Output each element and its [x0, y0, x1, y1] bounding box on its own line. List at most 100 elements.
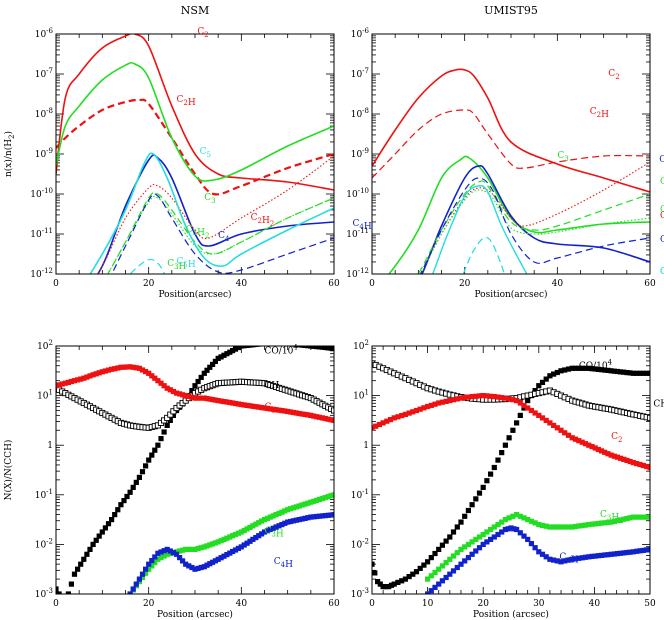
series-marker-c4h	[469, 551, 475, 557]
series-marker-c4h	[158, 549, 164, 555]
series-marker-c2	[480, 393, 486, 399]
series-marker-co-10-4	[605, 367, 611, 373]
y-tick-label: 10-9	[351, 147, 369, 160]
series-marker-c2	[510, 397, 516, 403]
series-marker-c2	[611, 453, 617, 459]
series-marker-c4h	[244, 540, 250, 546]
series-marker-c2	[499, 395, 505, 401]
series-marker-c2	[436, 400, 442, 406]
series-marker-c3h2	[473, 536, 479, 542]
x-tick-label: 40	[236, 599, 248, 609]
series-marker-co-10-4	[311, 346, 317, 349]
series-marker-co-10-4	[152, 447, 158, 453]
series-marker-co-10-4	[99, 529, 105, 535]
series-marker-c2	[59, 381, 65, 387]
series-marker-co-10-4	[158, 436, 164, 442]
series-marker-c4h	[136, 576, 142, 582]
series-marker-c2	[554, 425, 560, 431]
series-marker-co-10-4	[285, 346, 291, 347]
series-marker-c2	[605, 451, 611, 457]
series-marker-c4h	[293, 517, 299, 523]
series-marker-c3h2	[514, 512, 520, 518]
series-marker-c2	[210, 397, 216, 403]
series-marker-co-10-4	[608, 368, 614, 374]
series-marker-co-10-4	[328, 346, 334, 351]
series-marker-c3h2	[465, 541, 471, 547]
series-marker-c2	[247, 403, 253, 409]
series-marker-co-10-4	[447, 534, 453, 540]
series-marker-c3h2	[425, 576, 431, 582]
series-label: C4H	[274, 557, 293, 570]
series-marker-co-10-4	[598, 367, 605, 373]
y-tick-label: 101	[37, 389, 53, 402]
y-tick-label: 10-1	[35, 488, 53, 501]
series-marker-co-10-4	[621, 369, 627, 375]
series-marker-c3h2	[495, 522, 501, 528]
series-marker-c4h	[598, 552, 605, 558]
series-marker-co-10-4	[388, 582, 395, 588]
series-marker-c3h	[207, 542, 213, 548]
series-marker-c4h	[547, 556, 553, 562]
series-label: C3H2	[600, 510, 624, 525]
series-marker-c2	[495, 394, 501, 400]
series-marker-co-10-4	[372, 561, 375, 567]
series-marker-c4h	[511, 526, 517, 532]
y-tick-label: 10-6	[351, 27, 370, 40]
series-marker-c2	[90, 372, 96, 378]
series-marker-c4h	[235, 545, 241, 551]
series-label: C2	[265, 402, 276, 414]
panel-title: UMIST95	[484, 4, 538, 17]
series-marker-c2	[279, 408, 285, 414]
series-marker-c2	[425, 403, 431, 410]
series-marker-co-10-4	[81, 556, 87, 562]
series-marker-co-10-4	[238, 346, 244, 349]
series-marker-c2	[112, 366, 118, 372]
series-label: CH	[653, 400, 664, 410]
series-marker-c2	[227, 399, 233, 406]
series-marker-c4h	[305, 515, 311, 521]
series-marker-co-10-4	[133, 479, 139, 485]
panel-title: NSM	[181, 4, 209, 17]
series-marker-c4h	[143, 566, 149, 572]
series-marker-c2	[551, 422, 557, 428]
series-marker-c3h2	[462, 544, 468, 550]
series-marker-c4h	[484, 539, 490, 545]
series-marker-c4h	[637, 548, 643, 554]
series-marker-co-10-4	[189, 388, 195, 394]
series-marker-co-10-4	[224, 351, 230, 357]
series-marker-co-10-4	[554, 369, 560, 376]
series-label: C2	[197, 27, 208, 39]
series-marker-co-10-4	[270, 346, 276, 347]
series-marker-co-10-4	[261, 346, 268, 347]
series-marker-co-10-4	[84, 551, 90, 557]
series-marker-co-10-4	[305, 346, 311, 349]
series-marker-co-10-4	[517, 412, 523, 418]
series-marker-co-10-4	[443, 538, 449, 544]
series-marker-c3h2	[499, 519, 505, 525]
series-marker-c2	[121, 364, 127, 370]
series-marker-c2	[308, 412, 314, 418]
x-tick-label: 20	[143, 279, 155, 289]
series-label: C3H	[167, 259, 186, 272]
series-marker-c2	[192, 395, 198, 401]
series-marker-c2	[319, 415, 325, 421]
series-marker-c3h	[264, 515, 270, 521]
series-marker-c4h	[528, 541, 534, 547]
series-marker-c3h	[238, 529, 244, 535]
series-marker-c4h	[139, 571, 146, 577]
series-marker-c4h	[618, 550, 624, 556]
series-marker-co-10-4	[130, 484, 136, 490]
series-marker-c4h	[634, 548, 640, 554]
series-marker-c4h	[167, 548, 173, 554]
series-marker-c3h2	[447, 556, 453, 562]
series-marker-c3h2	[502, 517, 508, 523]
series-line-c5	[431, 185, 528, 274]
series-marker-c4h	[621, 550, 627, 556]
series-label: C3H2	[660, 205, 664, 220]
series-line-c5	[89, 152, 334, 274]
series-marker-c4h	[133, 581, 139, 587]
series-marker-c4h	[640, 547, 646, 553]
series-marker-c3h2	[621, 516, 627, 522]
series-marker-co-10-4	[536, 383, 542, 389]
y-tick-label: 10-10	[30, 187, 53, 200]
